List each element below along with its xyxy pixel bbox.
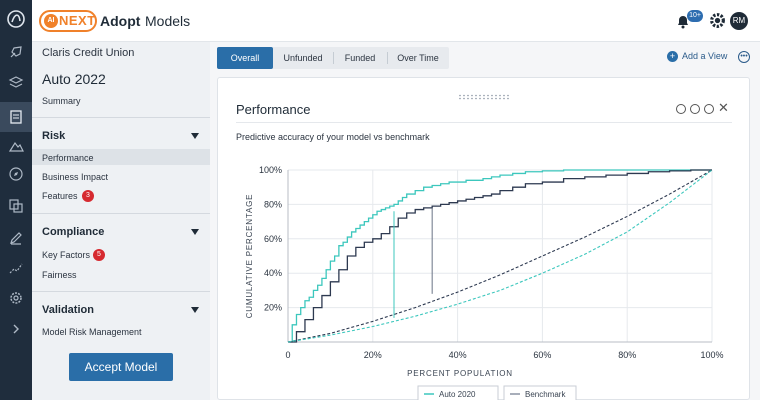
key-factors-count-badge: 5 [93, 249, 105, 261]
y-tick-label: 100% [259, 165, 282, 175]
brand-logo[interactable]: AI NEXT [39, 10, 97, 32]
compliance-collapse-icon[interactable] [191, 229, 199, 235]
models-link[interactable]: Models [145, 13, 191, 29]
settings-icon[interactable] [8, 290, 24, 306]
icon-rail [0, 0, 32, 400]
tab-unfunded[interactable]: Unfunded [283, 53, 323, 63]
compliance-section-title[interactable]: Compliance [42, 226, 105, 238]
plus-icon: + [667, 51, 678, 62]
series-line-3 [287, 169, 713, 343]
legend-item-box [503, 385, 577, 400]
accept-model-button[interactable]: Accept Model [69, 353, 173, 381]
risk-collapse-icon[interactable] [191, 133, 199, 139]
layers-icon[interactable] [8, 74, 24, 90]
drag-handle-icon[interactable] [458, 94, 510, 100]
tab-funded[interactable]: Funded [344, 53, 376, 63]
y-tick-label: 20% [264, 303, 282, 313]
x-tick-label: 0 [285, 350, 290, 360]
summary-link[interactable]: Summary [42, 96, 81, 106]
divider [32, 117, 210, 118]
validation-section-title[interactable]: Validation [42, 304, 94, 316]
y-tick-label: 80% [264, 199, 282, 209]
card-title: Performance [236, 102, 311, 117]
sidebar-item-key-factors[interactable]: Key Factors [42, 250, 91, 260]
notification-badge: 10+ [687, 10, 703, 22]
performance-chart: 0 20% 40% 60% 80% 100% 20% 40% 60% 80% 100% PERCENT… [245, 165, 724, 400]
legend-label-1: Benchmark [525, 390, 566, 399]
divider [32, 213, 210, 214]
bell-icon[interactable] [675, 13, 691, 29]
active-item-highlight [32, 149, 210, 165]
model-sidebar: Claris Credit Union Auto 2022 Summary Ri… [32, 42, 210, 400]
trend-icon[interactable] [8, 260, 24, 276]
compass-icon[interactable] [8, 166, 24, 182]
add-view-label: Add a View [682, 51, 728, 61]
x-tick-label: 60% [533, 350, 551, 360]
more-options-icon[interactable]: ••• [738, 51, 750, 63]
legend-item-box [417, 385, 499, 400]
expand-chevron-icon[interactable] [8, 321, 24, 337]
risk-section-title[interactable]: Risk [42, 130, 66, 142]
brand-name: NEXT [59, 13, 96, 28]
options-icon[interactable] [704, 104, 714, 114]
view-tabs: Overall Unfunded Funded Over Time [217, 47, 449, 69]
tab-separator [333, 52, 334, 64]
series-line-1 [288, 169, 712, 343]
card-subtitle: Predictive accuracy of your model vs ben… [236, 132, 430, 142]
y-axis-label: CUMULATIVE PERCENTAGE [245, 194, 254, 319]
y-tick-label: 60% [264, 234, 282, 244]
tab-overall[interactable]: Overall [217, 47, 273, 69]
mountain-icon[interactable] [8, 138, 24, 154]
models-nav-item[interactable] [0, 102, 32, 132]
validation-collapse-icon[interactable] [191, 307, 199, 313]
x-tick-label: 80% [618, 350, 636, 360]
series-line-2 [287, 169, 713, 343]
brand-ai-mark: AI [44, 14, 58, 28]
gear-icon[interactable] [709, 12, 726, 29]
tab-separator [387, 52, 388, 64]
sidebar-item-performance[interactable]: Performance [42, 153, 94, 163]
rocket-icon[interactable] [8, 44, 24, 60]
app-logo-icon[interactable] [6, 9, 26, 29]
x-tick-label: 20% [364, 350, 382, 360]
user-avatar[interactable]: RM [730, 12, 748, 30]
expand-icon[interactable] [690, 104, 700, 114]
main-content: Overall Unfunded Funded Over Time + Add a… [210, 42, 760, 400]
legend-label-0: Auto 2020 [439, 390, 476, 399]
card-divider [236, 122, 732, 123]
series-line-0 [288, 169, 712, 343]
x-tick-label: 40% [449, 350, 467, 360]
close-icon[interactable]: ✕ [718, 100, 729, 115]
performance-card: Performance ✕ Predictive accuracy of you… [217, 77, 750, 400]
tab-over-time[interactable]: Over Time [397, 53, 439, 63]
org-name: Claris Credit Union [42, 47, 135, 59]
sidebar-item-model-risk-management[interactable]: Model Risk Management [42, 327, 142, 337]
y-tick-label: 40% [264, 268, 282, 278]
x-axis-label: PERCENT POPULATION [407, 369, 513, 378]
document-icon [10, 110, 22, 124]
collapse-icon[interactable] [676, 104, 686, 114]
app-title[interactable]: Adopt [100, 13, 141, 29]
sidebar-item-business-impact[interactable]: Business Impact [42, 172, 109, 182]
pencil-icon[interactable] [8, 230, 24, 246]
x-tick-label: 100% [700, 350, 723, 360]
sidebar-item-fairness[interactable]: Fairness [42, 270, 77, 280]
copy-icon[interactable] [8, 198, 24, 214]
top-bar: AI NEXT Adopt Models 10+ RM [32, 0, 760, 42]
divider [32, 291, 210, 292]
model-name: Auto 2022 [42, 71, 106, 87]
add-view-button[interactable]: + Add a View [667, 51, 727, 62]
features-count-badge: 3 [82, 190, 94, 202]
sidebar-item-features[interactable]: Features [42, 191, 78, 201]
